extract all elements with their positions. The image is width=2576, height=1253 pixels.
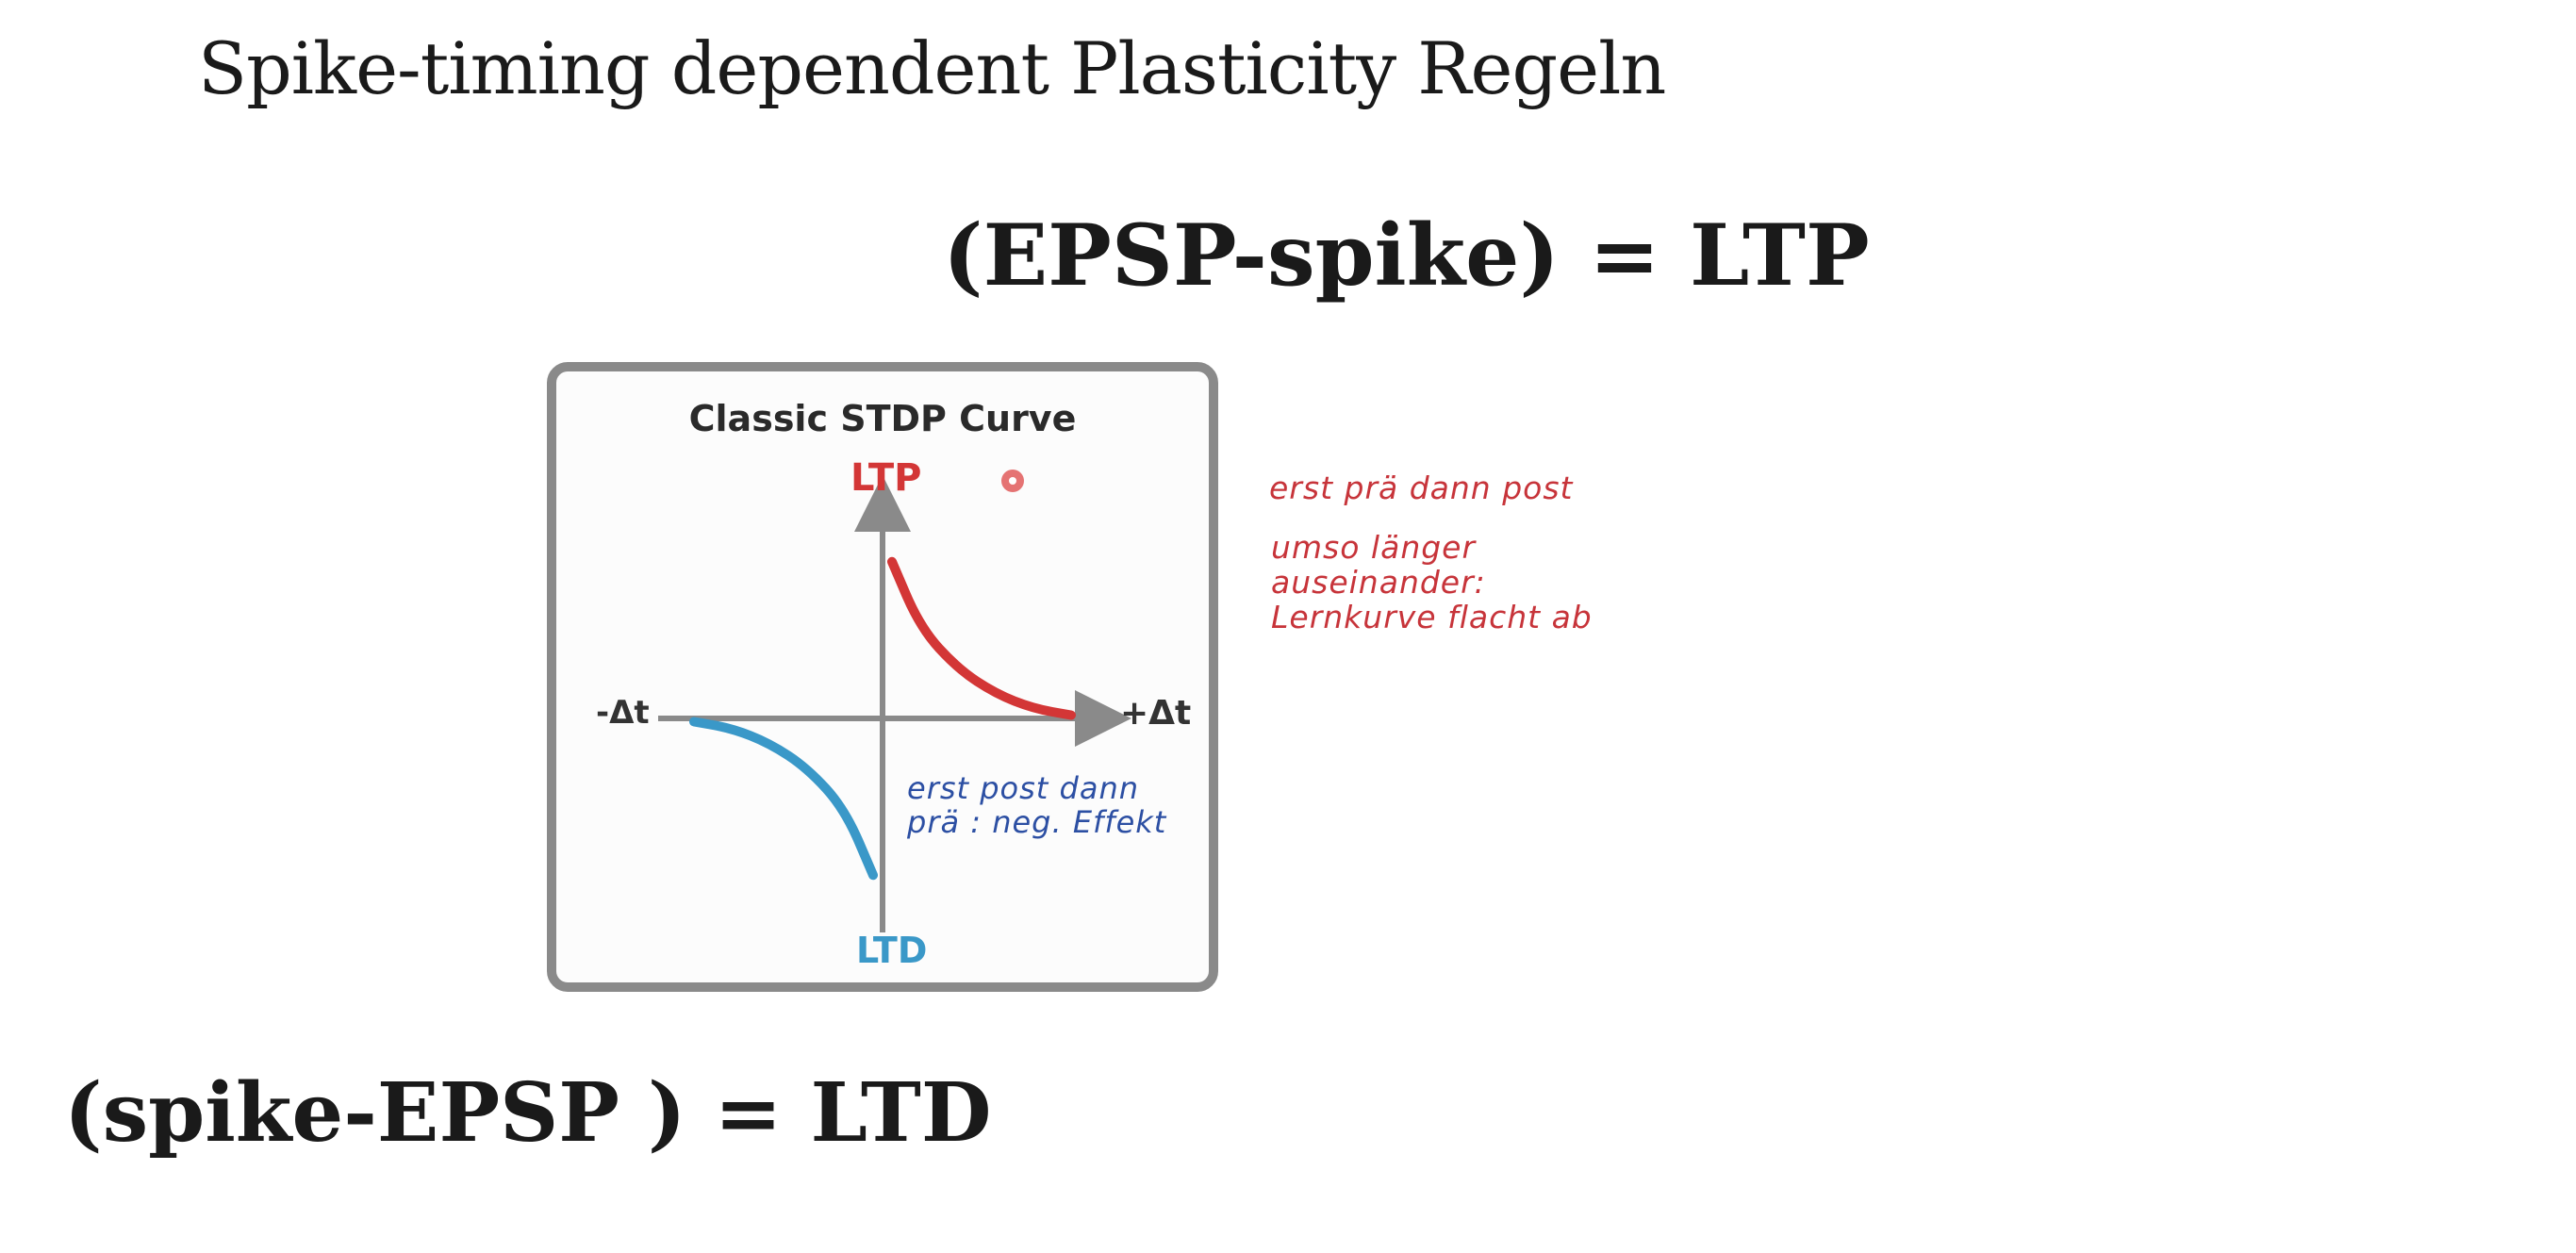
red-dot-center	[1009, 477, 1016, 485]
note-post-pre-line1: erst post dann	[907, 770, 1139, 806]
note-distance-line3: Lernkurve flacht ab	[1271, 599, 1593, 635]
stdp-diagram-panel: Classic STDP Curve LTP LTD -Δt +Δt	[547, 362, 1218, 992]
note-distance-line2: auseinander:	[1271, 564, 1486, 601]
pos-dt-label: +Δt	[1120, 694, 1192, 733]
ltd-formula: (spike-EPSP ) = LTD	[64, 1065, 992, 1161]
stdp-chart	[658, 470, 1131, 932]
diagram-title: Classic STDP Curve	[688, 398, 1077, 439]
note-distance-line1: umso länger	[1271, 529, 1477, 566]
ltp-label: LTP	[850, 456, 922, 500]
neg-dt-label: -Δt	[596, 694, 650, 732]
ltp-formula: (EPSP-spike) = LTP	[943, 206, 1870, 305]
ltp-curve	[887, 556, 1076, 720]
note-pre-post: erst prä dann post	[1269, 470, 1574, 506]
note-post-pre: erst post dann prä : neg. Effekt	[907, 771, 1166, 839]
ltd-curve	[689, 717, 878, 881]
ltd-label: LTD	[856, 930, 928, 971]
note-post-pre-line2: prä : neg. Effekt	[907, 804, 1167, 840]
note-distance: umso länger auseinander: Lernkurve flach…	[1271, 530, 1593, 635]
page-title: Spike-timing dependent Plasticity Regeln	[198, 26, 1666, 110]
